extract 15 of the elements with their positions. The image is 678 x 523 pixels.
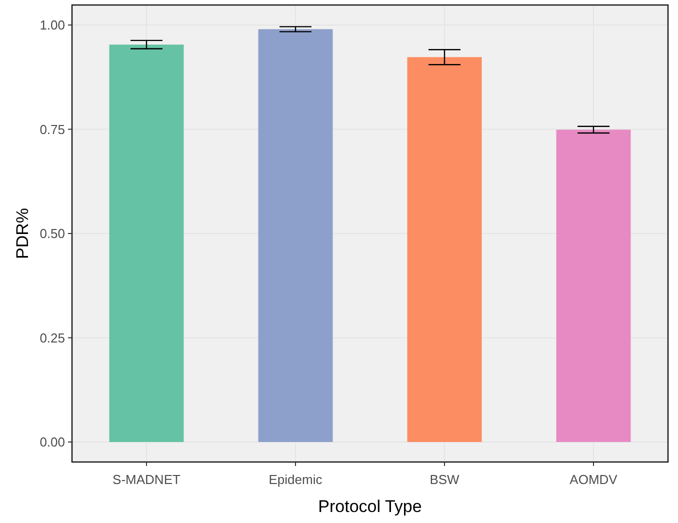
bar: [556, 130, 631, 442]
y-tick-label: 0.25: [40, 330, 65, 346]
y-tick-label: 0.50: [40, 226, 65, 242]
x-tick-label: S-MADNET: [112, 472, 180, 487]
bar: [109, 44, 184, 442]
y-axis-title: PDR%: [13, 208, 32, 260]
y-tick-label: 0.00: [40, 434, 65, 450]
bar: [258, 29, 333, 442]
bar: [407, 57, 482, 442]
y-tick-label: 1.00: [40, 18, 65, 33]
x-tick-label: BSW: [430, 472, 460, 487]
x-tick-label: Epidemic: [268, 472, 323, 487]
x-tick-label: AOMDV: [570, 472, 618, 487]
x-axis-title: Protocol Type: [318, 497, 422, 516]
y-tick-label: 0.75: [40, 122, 65, 137]
